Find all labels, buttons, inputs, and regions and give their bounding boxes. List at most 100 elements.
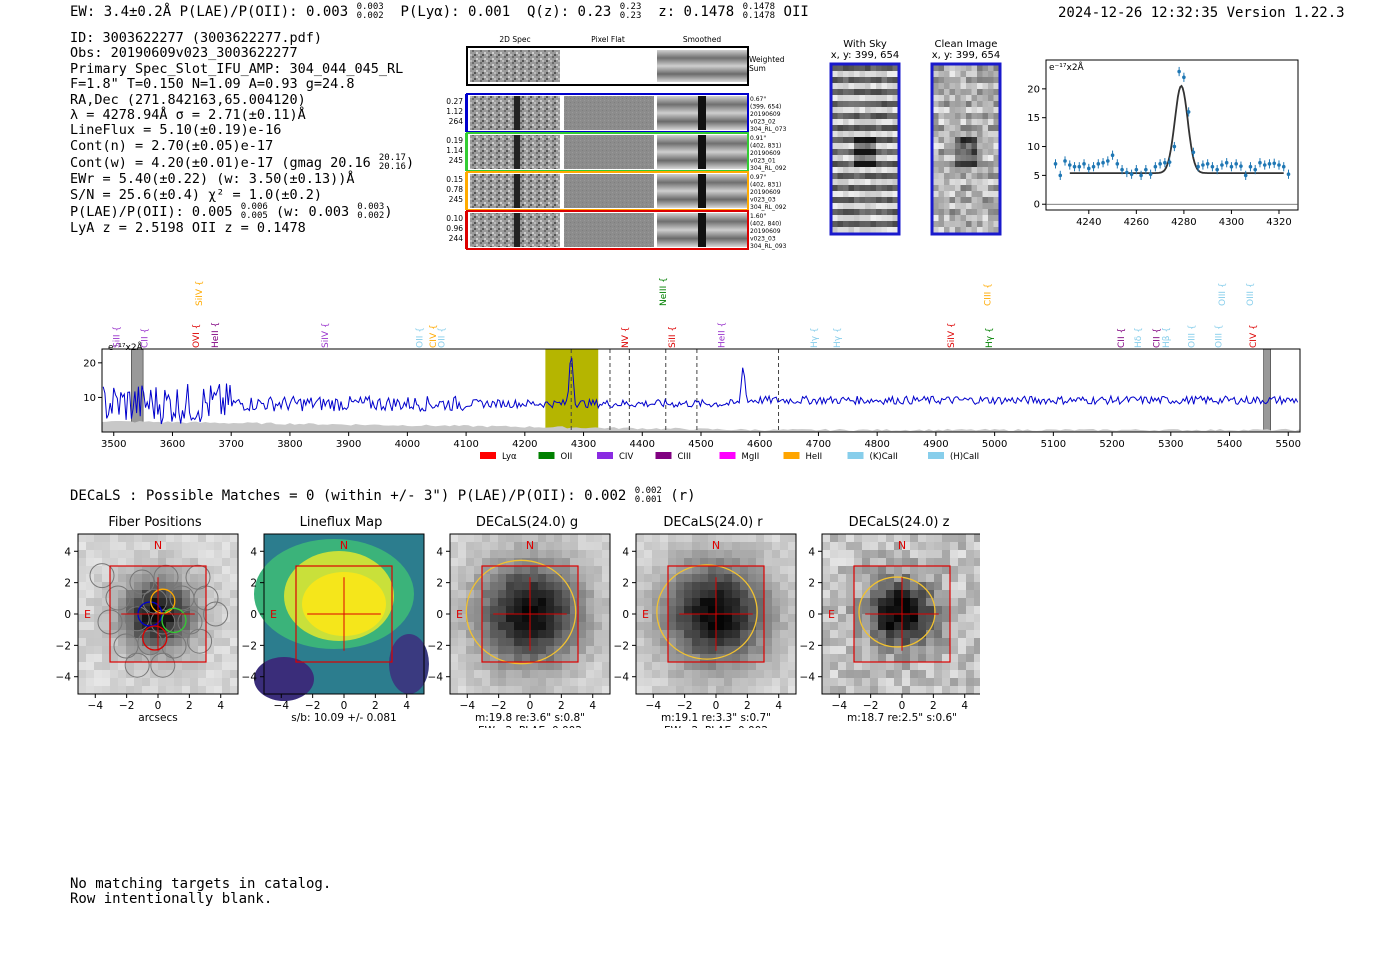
- image-pixel: [506, 670, 515, 679]
- image-pixel: [724, 678, 733, 687]
- image-pixel: [974, 614, 980, 623]
- image-pixel: [668, 638, 677, 647]
- image-pixel: [971, 89, 978, 96]
- image-pixel: [859, 203, 866, 210]
- spectral-line-label: SiII {: [113, 326, 123, 348]
- image-pixel: [522, 678, 531, 687]
- image-pixel: [846, 622, 855, 631]
- image-pixel: [86, 582, 95, 591]
- spectral-line-label: HeII {: [718, 322, 728, 348]
- image-pixel: [832, 65, 838, 72]
- image-pixel: [832, 209, 838, 216]
- image-pixel: [934, 542, 943, 551]
- image-pixel: [949, 185, 956, 192]
- image-pixel: [182, 646, 191, 655]
- image-pixel: [960, 95, 967, 102]
- image-pixel: [848, 185, 855, 192]
- image-pixel: [570, 590, 579, 599]
- image-pixel: [214, 686, 223, 695]
- image-pixel: [660, 646, 669, 655]
- image-pixel: [756, 630, 765, 639]
- image-pixel: [832, 77, 838, 84]
- col-smoothed: Smoothed: [683, 35, 722, 44]
- image-pixel: [142, 614, 151, 623]
- image-pixel: [837, 125, 844, 132]
- fiber-circle: [89, 563, 115, 589]
- image-pixel: [102, 534, 111, 543]
- image-pixel: [214, 606, 223, 615]
- image-pixel: [506, 590, 515, 599]
- image-pixel: [944, 155, 950, 162]
- image-pixel: [902, 590, 911, 599]
- image-pixel: [876, 191, 882, 198]
- image-pixel: [854, 654, 863, 663]
- fiber-circle: [124, 606, 150, 632]
- image-pixel: [458, 606, 467, 615]
- image-pixel: [214, 630, 223, 639]
- image-pixel: [756, 670, 765, 679]
- image-pixel: [830, 614, 839, 623]
- image-frame: [829, 62, 901, 236]
- image-pixel: [458, 542, 467, 551]
- image-pixel: [837, 143, 844, 150]
- image-pixel: [134, 550, 143, 559]
- image-pixel: [230, 670, 239, 679]
- image-pixel: [934, 638, 943, 647]
- image-pixel: [700, 622, 709, 631]
- image-pixel: [848, 161, 855, 168]
- image-pixel: [894, 542, 903, 551]
- image-pixel: [636, 670, 645, 679]
- image-pixel: [949, 197, 956, 204]
- panel-x-tick-label: 4: [217, 700, 224, 712]
- image-pixel: [993, 95, 1000, 102]
- image-pixel: [78, 638, 87, 647]
- image-pixel: [482, 654, 491, 663]
- image-pixel: [942, 654, 951, 663]
- image-pixel: [716, 542, 725, 551]
- image-pixel: [977, 149, 983, 156]
- image-pixel: [126, 566, 135, 575]
- spectrum-x-tick-label: 5200: [1099, 439, 1124, 450]
- image-pixel: [78, 614, 87, 623]
- image-pixel: [892, 155, 899, 162]
- clean-image: [930, 62, 1002, 236]
- image-pixel: [586, 558, 595, 567]
- image-pixel: [971, 227, 978, 234]
- image-pixel: [955, 101, 961, 108]
- image-pixel: [832, 203, 838, 210]
- image-pixel: [993, 221, 1000, 228]
- image-pixel: [832, 101, 838, 108]
- image-pixel: [740, 574, 749, 583]
- image-pixel: [174, 566, 183, 575]
- image-pixel: [918, 662, 927, 671]
- image-pixel: [988, 119, 994, 126]
- image-pixel: [644, 566, 653, 575]
- image-pixel: [966, 574, 975, 583]
- image-pixel: [102, 550, 111, 559]
- image-pixel: [892, 185, 899, 192]
- fit-data-point: [1125, 170, 1129, 175]
- image-pixel: [142, 558, 151, 567]
- fit-y-tick-label: 5: [1034, 171, 1040, 182]
- panel-caption-2: EWr: 2, PLAE: 0.002: [478, 725, 582, 728]
- image-pixel: [700, 654, 709, 663]
- image-pixel: [982, 155, 989, 162]
- image-pixel: [578, 638, 587, 647]
- image-pixel: [174, 598, 183, 607]
- image-pixel: [934, 654, 943, 663]
- image-pixel: [993, 77, 1000, 84]
- image-pixel: [876, 155, 882, 162]
- cutout-right-label: v023_03: [750, 236, 776, 243]
- image-pixel: [668, 542, 677, 551]
- image-pixel: [198, 614, 207, 623]
- image-pixel: [174, 606, 183, 615]
- image-pixel: [466, 606, 475, 615]
- image-pixel: [668, 598, 677, 607]
- image-pixel: [450, 550, 459, 559]
- panel-x-tick-label: −4: [646, 700, 662, 712]
- image-pixel: [602, 542, 611, 551]
- image-pixel: [474, 622, 483, 631]
- plae-lower: 0.002: [356, 11, 384, 21]
- image-pixel: [780, 670, 789, 679]
- image-pixel: [498, 686, 507, 695]
